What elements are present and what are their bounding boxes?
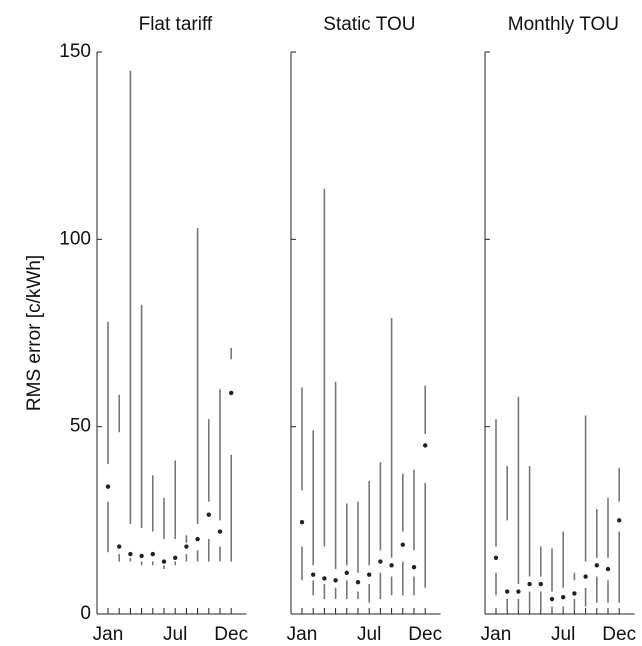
median-dot	[311, 572, 316, 577]
median-dot	[367, 572, 372, 577]
x-tick-label: Jul	[357, 624, 381, 645]
median-dot	[184, 544, 189, 549]
median-dot	[344, 570, 349, 575]
median-dot	[605, 566, 611, 572]
median-dot	[493, 555, 499, 560]
x-tick-label: Jan	[481, 624, 512, 645]
x-tick-label: Dec	[214, 624, 248, 645]
median-dot	[549, 596, 555, 602]
x-tick-label: Dec	[602, 624, 636, 645]
median-dot	[229, 390, 234, 396]
median-dot	[583, 574, 588, 579]
median-dot	[322, 576, 327, 581]
panel-title: Static TOU	[323, 14, 415, 35]
panel-title: Monthly TOU	[508, 14, 619, 35]
median-dot	[217, 529, 223, 534]
median-dot	[161, 559, 167, 564]
x-tick-label: Jan	[93, 624, 124, 645]
median-dot	[411, 564, 417, 570]
y-tick-label: 100	[59, 228, 91, 249]
median-dot	[527, 581, 532, 587]
median-dot	[195, 536, 200, 542]
median-dot	[299, 520, 305, 525]
y-tick-label: 50	[70, 416, 91, 437]
median-dot	[206, 512, 211, 517]
median-dot	[105, 484, 111, 489]
median-dot	[355, 579, 361, 585]
median-dot	[117, 544, 122, 549]
median-dot	[617, 518, 622, 523]
median-dot	[173, 555, 178, 560]
median-dot	[538, 581, 543, 587]
median-dot	[333, 578, 338, 583]
median-dot	[423, 443, 428, 448]
median-dot	[561, 594, 566, 600]
panel-title: Flat tariff	[139, 14, 213, 35]
y-axis-label: RMS error [c/kWh]	[24, 255, 45, 411]
median-dot	[378, 559, 383, 564]
median-dot	[516, 589, 521, 594]
x-tick-label: Jan	[287, 624, 318, 645]
median-dot	[139, 553, 144, 559]
median-dot	[389, 563, 394, 568]
median-dot	[400, 542, 405, 547]
median-dot	[128, 551, 133, 557]
median-dot	[594, 563, 599, 568]
y-tick-label: 0	[80, 603, 91, 624]
x-tick-label: Jul	[163, 624, 187, 645]
y-tick-label: 150	[59, 41, 91, 62]
median-dot	[572, 591, 577, 596]
x-tick-label: Dec	[408, 624, 442, 645]
median-dot	[150, 551, 155, 557]
x-tick-label: Jul	[551, 624, 575, 645]
median-dot	[505, 589, 510, 594]
